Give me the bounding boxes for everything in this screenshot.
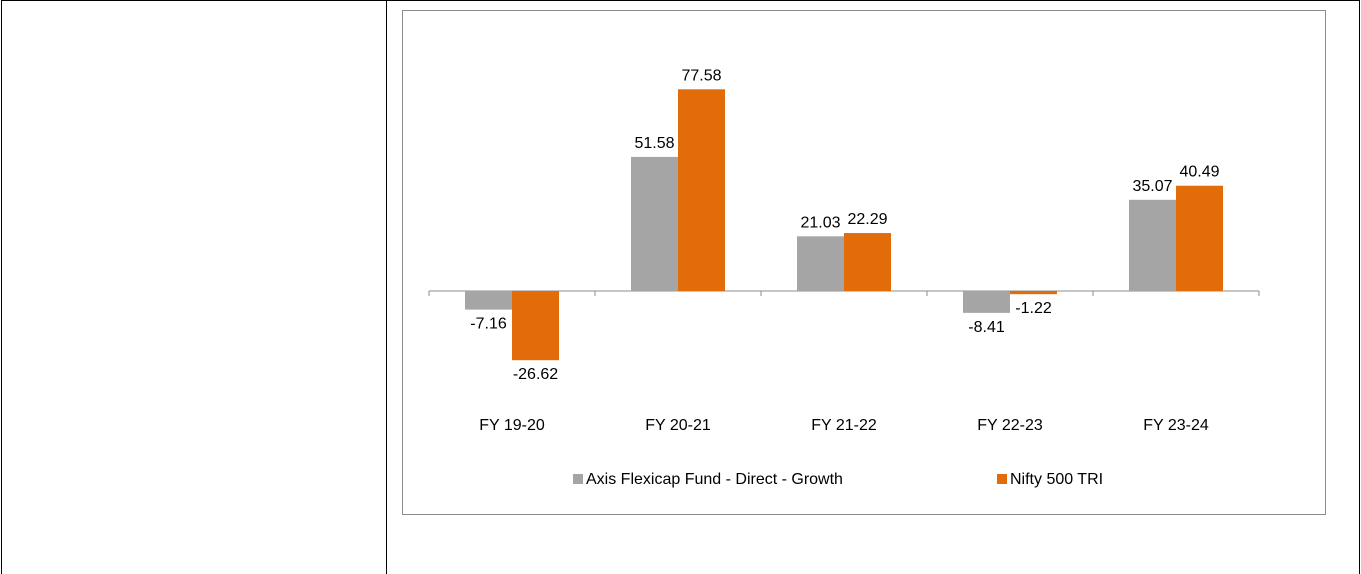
table-column-divider [386, 0, 387, 574]
data-label: -1.22 [1015, 300, 1052, 317]
table-border-right [1359, 0, 1360, 574]
bar-series-1 [465, 291, 512, 310]
legend-label-series-1: Axis Flexicap Fund - Direct - Growth [586, 471, 843, 488]
bar-series-2 [1010, 291, 1057, 295]
chart-frame: -7.16 51.58 21.03 -8.41 35.07 -26.62 77.58 22.2… [402, 10, 1326, 515]
data-label: 22.29 [847, 211, 887, 228]
bar-chart: -7.16 51.58 21.03 -8.41 35.07 -26.62 77.58 22.2… [428, 67, 1260, 488]
legend-label-series-2: Nifty 500 TRI [1010, 471, 1103, 488]
category-label: FY 22-23 [977, 417, 1043, 434]
legend-swatch-series-1 [573, 474, 583, 484]
bar-series-1 [631, 156, 678, 291]
data-label: 40.49 [1179, 164, 1219, 181]
bar-series-2 [512, 291, 559, 361]
data-label: 77.58 [681, 67, 721, 84]
bar-series-1 [963, 291, 1010, 313]
data-label: 35.07 [1132, 178, 1172, 195]
category-label: FY 20-21 [645, 417, 711, 434]
category-label: FY 21-22 [811, 417, 877, 434]
legend-swatch-series-2 [997, 474, 1007, 484]
bar-series-1 [1129, 199, 1176, 291]
table-border-left [1, 0, 2, 574]
data-label: 51.58 [634, 135, 674, 152]
bar-series-2 [678, 89, 725, 292]
bar-series-1 [797, 236, 844, 291]
category-label: FY 19-20 [479, 417, 545, 434]
table-border-top [1, 0, 1360, 1]
category-label: FY 23-24 [1143, 417, 1209, 434]
bar-series-2 [844, 233, 891, 291]
bar-series-2 [1176, 185, 1223, 291]
data-label: -8.41 [968, 319, 1005, 336]
data-label: 21.03 [800, 214, 840, 231]
data-label: -7.16 [470, 316, 507, 333]
data-label: -26.62 [513, 366, 558, 383]
